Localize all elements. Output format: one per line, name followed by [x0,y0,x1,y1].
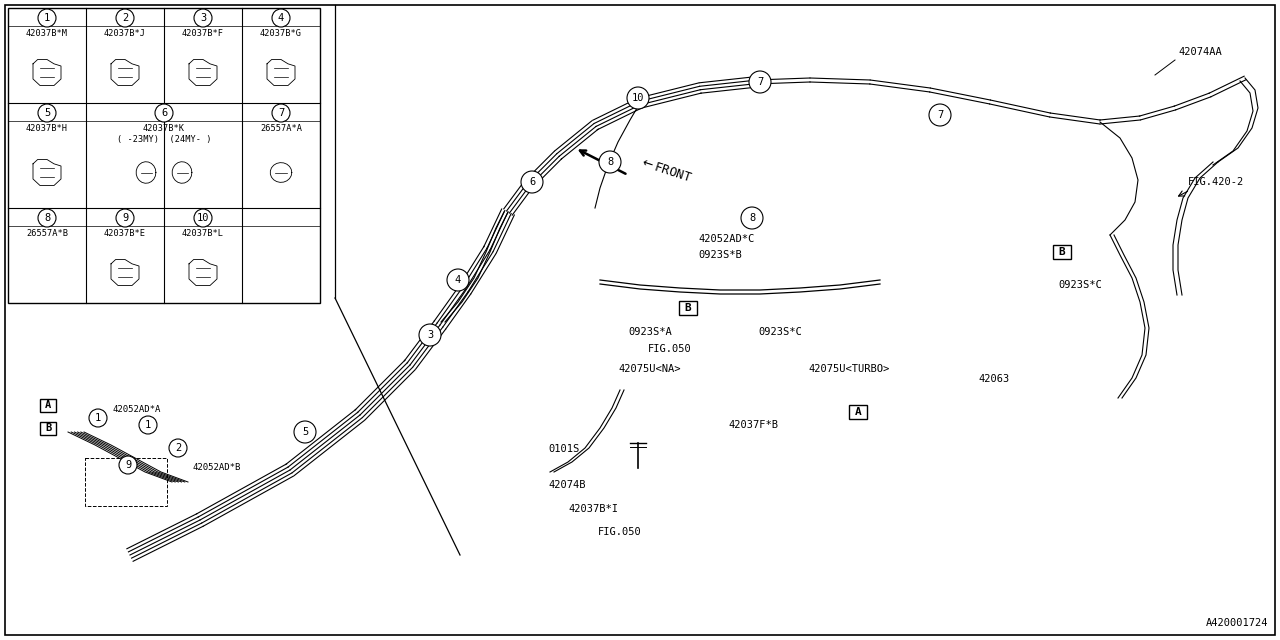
Text: 10: 10 [197,213,209,223]
Text: 5: 5 [302,427,308,437]
Text: B: B [45,423,51,433]
Text: 1: 1 [95,413,101,423]
Text: 6: 6 [529,177,535,187]
Text: 42037B*L: 42037B*L [182,229,224,238]
Circle shape [599,151,621,173]
Circle shape [273,104,291,122]
Text: 3: 3 [200,13,206,23]
Bar [40,399,56,412]
Text: 3: 3 [426,330,433,340]
Circle shape [741,207,763,229]
Circle shape [929,104,951,126]
Text: FIG.050: FIG.050 [598,527,641,537]
Text: B: B [1059,247,1065,257]
Text: 0923S*A: 0923S*A [628,327,672,337]
Bar [40,422,56,435]
Circle shape [38,209,56,227]
Text: 5: 5 [44,108,50,118]
Text: 8: 8 [607,157,613,167]
Text: 7: 7 [937,110,943,120]
Text: 42052AD*A: 42052AD*A [113,405,160,414]
Circle shape [294,421,316,443]
Circle shape [38,104,56,122]
Text: 42037B*H: 42037B*H [26,124,68,133]
Text: 42075U<TURBO>: 42075U<TURBO> [808,364,890,374]
Text: $\leftarrow$FRONT: $\leftarrow$FRONT [637,156,694,184]
Text: 42074AA: 42074AA [1178,47,1221,57]
Circle shape [447,269,468,291]
Text: 42037B*M: 42037B*M [26,29,68,38]
Circle shape [627,87,649,109]
Text: 4: 4 [278,13,284,23]
Circle shape [90,409,108,427]
Text: 2: 2 [122,13,128,23]
Text: 0923S*C: 0923S*C [758,327,801,337]
Text: 4: 4 [454,275,461,285]
Bar [678,301,698,315]
Bar [8,8,320,303]
Text: A: A [45,400,51,410]
Text: 42075U<NA>: 42075U<NA> [618,364,681,374]
Text: 42037B*E: 42037B*E [104,229,146,238]
Circle shape [155,104,173,122]
Text: 1: 1 [145,420,151,430]
Text: 42037B*G: 42037B*G [260,29,302,38]
Text: 7: 7 [756,77,763,87]
Circle shape [116,209,134,227]
Circle shape [116,9,134,27]
Text: B: B [685,303,691,313]
Text: 42037B*J: 42037B*J [104,29,146,38]
Text: 0923S*B: 0923S*B [698,250,741,260]
Text: 42074B: 42074B [548,480,585,490]
Text: 1: 1 [44,13,50,23]
Bar [84,458,166,506]
Circle shape [521,171,543,193]
Text: FIG.420-2: FIG.420-2 [1188,177,1244,187]
Text: 8: 8 [44,213,50,223]
Circle shape [119,456,137,474]
Circle shape [195,9,212,27]
Text: 10: 10 [632,93,644,103]
Text: 0923S*C: 0923S*C [1059,280,1102,290]
Circle shape [169,439,187,457]
Text: 2: 2 [175,443,182,453]
Text: 42037B*F: 42037B*F [182,29,224,38]
Text: 42037B*K
( -23MY)  (24MY- ): 42037B*K ( -23MY) (24MY- ) [116,124,211,144]
Circle shape [140,416,157,434]
Text: 42063: 42063 [978,374,1009,384]
Circle shape [273,9,291,27]
Text: 42037B*I: 42037B*I [568,504,618,514]
Text: 8: 8 [749,213,755,223]
Text: A: A [855,407,861,417]
Text: 42052AD*C: 42052AD*C [698,234,754,244]
Text: 0101S: 0101S [548,444,580,454]
Text: A420001724: A420001724 [1206,618,1268,628]
Text: 26557A*A: 26557A*A [260,124,302,133]
Text: FIG.050: FIG.050 [648,344,691,354]
Text: 42037F*B: 42037F*B [728,420,778,430]
Text: 7: 7 [278,108,284,118]
Circle shape [419,324,442,346]
Circle shape [195,209,212,227]
Text: 9: 9 [122,213,128,223]
Circle shape [749,71,771,93]
Text: 9: 9 [125,460,131,470]
Bar [1053,245,1071,259]
Text: 6: 6 [161,108,168,118]
Circle shape [38,9,56,27]
Bar [849,405,867,419]
Text: 26557A*B: 26557A*B [26,229,68,238]
Text: 42052AD*B: 42052AD*B [192,463,241,472]
